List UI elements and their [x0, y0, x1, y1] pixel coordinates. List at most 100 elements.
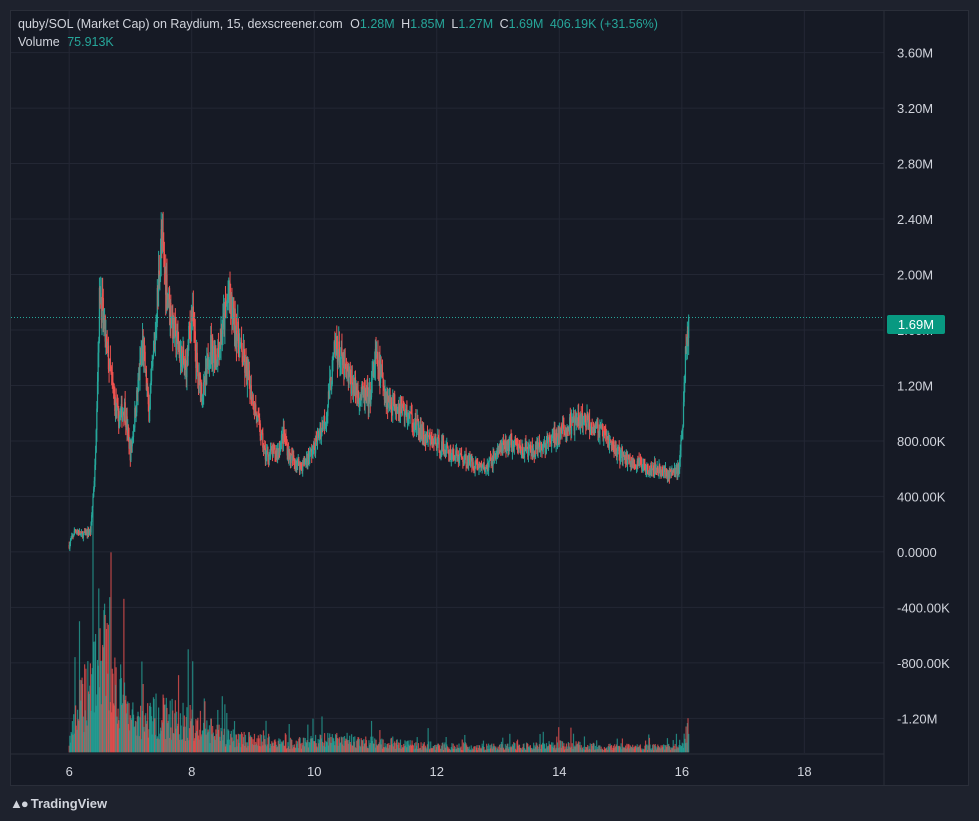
volume-bar [565, 748, 567, 753]
volume-bar [363, 744, 366, 753]
candle-body [361, 383, 363, 400]
candle-body [248, 370, 250, 386]
tradingview-logo[interactable]: ▲● TradingView [10, 796, 107, 811]
volume-bar [490, 744, 492, 753]
candle-body [518, 446, 521, 448]
candle-body [244, 360, 246, 373]
volume-bar [444, 742, 446, 753]
volume-bar [545, 748, 547, 753]
candle-body [188, 325, 190, 341]
volume-bar [468, 746, 470, 753]
volume-bar [408, 744, 410, 753]
candle-body [318, 433, 320, 438]
volume-bar [551, 746, 553, 753]
candle-body [464, 454, 467, 456]
candle-body [580, 413, 582, 426]
candle-body [451, 449, 454, 455]
candle-body [605, 434, 607, 438]
volume-bar [633, 748, 635, 753]
volume-bar [202, 730, 204, 753]
volume-bar [558, 747, 560, 753]
candle-body [185, 366, 187, 378]
volume-bar [270, 745, 272, 753]
candle-body [239, 343, 241, 358]
volume-bar [640, 748, 642, 753]
x-tick-label: 14 [552, 764, 566, 779]
volume-bar [266, 746, 268, 753]
volume-bar [352, 736, 355, 753]
volume-bar [185, 717, 187, 753]
volume-bar [319, 734, 321, 753]
volume-bar [435, 746, 438, 753]
candle-body [443, 450, 445, 453]
volume-bar [118, 720, 120, 753]
candle-body [177, 340, 180, 352]
candle-body [325, 421, 327, 423]
volume-bar [194, 732, 196, 753]
candle-body [602, 427, 604, 440]
x-tick-label: 10 [307, 764, 321, 779]
candle-body [566, 430, 568, 436]
volume-bar [144, 715, 146, 753]
volume-bar [542, 742, 544, 753]
volume-bar [425, 747, 427, 753]
volume-bar [124, 699, 126, 753]
candle-body [68, 544, 70, 549]
candle-body [147, 389, 149, 392]
candle-body [158, 270, 160, 292]
candle-body [466, 462, 468, 466]
candle-body [632, 461, 634, 464]
volume-bar [408, 746, 411, 753]
candlestick-chart[interactable]: 3.60M3.20M2.80M2.40M2.00M1.60M1.20M800.0… [10, 10, 969, 786]
candle-body [666, 472, 669, 478]
candle-body [421, 426, 423, 442]
candle-body [71, 535, 73, 539]
candle-body [313, 442, 315, 448]
volume-bar [396, 739, 398, 753]
volume-bar [298, 738, 300, 753]
volume-bar [684, 738, 686, 753]
volume-bar [612, 745, 615, 753]
candle-body [116, 404, 118, 411]
candle-body [168, 288, 171, 318]
volume-bar [306, 740, 308, 753]
candle-body [371, 371, 373, 381]
close-label: C [499, 17, 509, 31]
volume-bar [302, 737, 304, 753]
volume-bar [527, 746, 530, 753]
candle-body [341, 347, 343, 354]
volume-bar [167, 723, 169, 753]
candle-body [440, 449, 442, 454]
volume-bar [513, 742, 515, 753]
candle-body [158, 270, 160, 279]
volume-bar [210, 718, 212, 753]
candle-body [379, 365, 382, 384]
volume-bar [495, 746, 497, 753]
candle-body [574, 419, 576, 431]
candle-body [284, 435, 286, 438]
candle-body [682, 426, 684, 431]
volume-bar [331, 734, 333, 753]
candle-body [539, 449, 541, 453]
volume-bar [290, 739, 292, 753]
volume-bar [199, 729, 201, 753]
candle-body [144, 351, 146, 373]
volume-bar [343, 745, 345, 753]
candle-body [536, 443, 539, 450]
candle-body [453, 457, 456, 461]
candle-body [233, 308, 236, 331]
volume-bar [314, 734, 317, 753]
candle-body [484, 469, 486, 472]
candle-body [571, 419, 573, 423]
volume-bar [180, 725, 182, 753]
volume-bar [400, 748, 402, 753]
volume-bar [479, 745, 481, 753]
chart-frame[interactable] [10, 10, 969, 786]
volume-bar [77, 719, 79, 753]
candle-body [110, 368, 112, 374]
volume-bar [155, 693, 157, 753]
volume-bar [432, 746, 434, 753]
candle-body [294, 461, 296, 467]
candle-body [134, 408, 136, 428]
candle-body [640, 459, 642, 465]
